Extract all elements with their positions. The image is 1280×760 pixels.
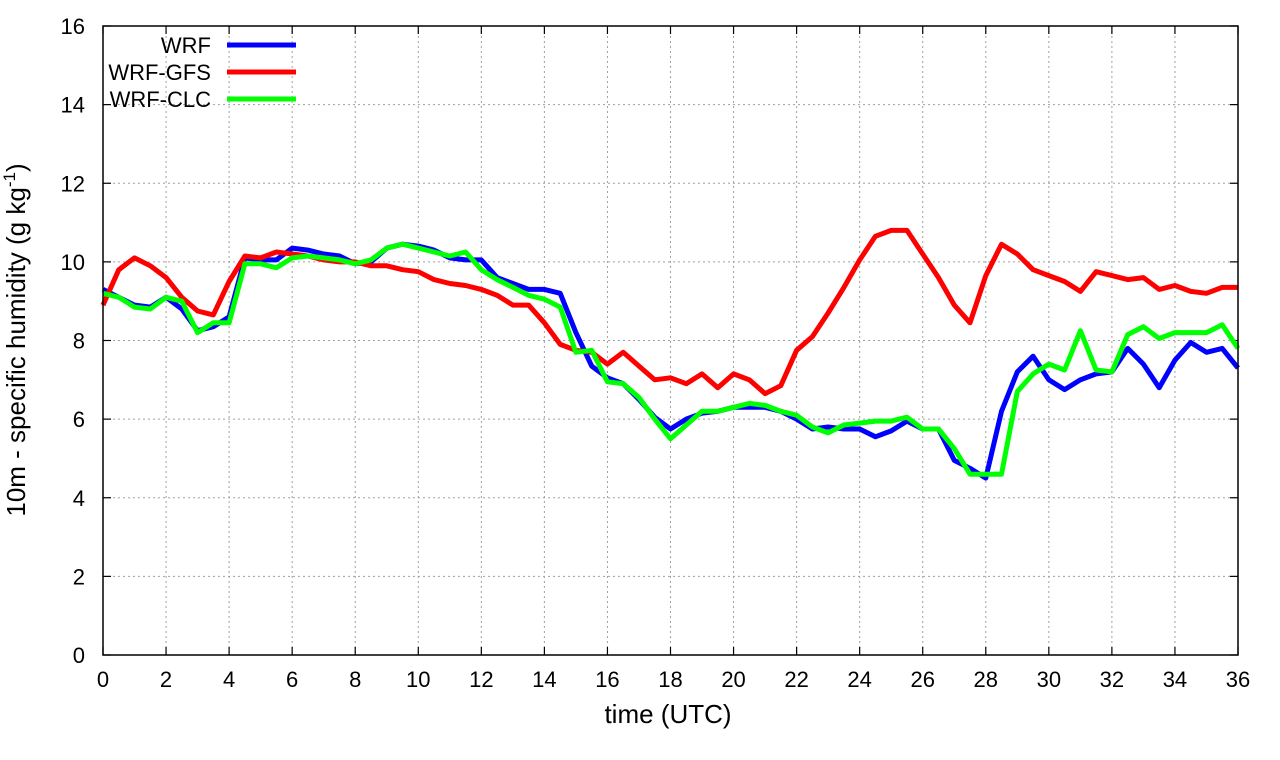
x-tick-label: 2 <box>160 667 172 692</box>
series-lines <box>100 227 1241 481</box>
x-tick-label: 24 <box>847 667 871 692</box>
x-tick-label: 32 <box>1100 667 1124 692</box>
x-tick-label: 26 <box>910 667 934 692</box>
y-tick-label: 10 <box>61 250 85 275</box>
series-line-wrf-gfs <box>100 227 1238 397</box>
y-axis-title: 10m - specific humidity (g kg-1) <box>0 163 31 516</box>
x-tick-label: 10 <box>406 667 430 692</box>
x-axis-title: time (UTC) <box>604 699 731 729</box>
x-tick-label: 8 <box>349 667 361 692</box>
x-tick-label: 22 <box>784 667 808 692</box>
x-tick-label: 36 <box>1226 667 1250 692</box>
legend-label-wrf-gfs: WRF-GFS <box>108 60 211 85</box>
series-line-wrf-clc <box>102 241 1241 477</box>
x-tick-label: 6 <box>286 667 298 692</box>
gridlines <box>103 26 1238 655</box>
x-tick-label: 28 <box>974 667 998 692</box>
x-tick-label: 18 <box>658 667 682 692</box>
x-tick-label: 0 <box>97 667 109 692</box>
y-tick-label: 2 <box>73 564 85 589</box>
plot-frame <box>102 25 1239 656</box>
y-tick-labels: 0 2 4 6 8 10 12 14 16 <box>61 14 85 668</box>
x-tick-labels: 0 2 4 6 8 10 12 14 16 18 20 22 24 26 28 30 32 34 36 <box>97 667 1250 692</box>
x-tick-label: 30 <box>1037 667 1061 692</box>
legend-label-wrf-clc: WRF-CLC <box>110 87 212 112</box>
legend-label-wrf: WRF <box>161 33 211 58</box>
x-tick-label: 14 <box>532 667 556 692</box>
y-axis-title-main: 10m - specific humidity (g kg <box>1 187 31 516</box>
y-tick-label: 8 <box>73 329 85 354</box>
x-tick-label: 20 <box>721 667 745 692</box>
y-tick-label: 6 <box>73 407 85 432</box>
y-tick-label: 0 <box>73 643 85 668</box>
y-axis-title-superscript: -1 <box>0 172 19 187</box>
y-tick-label: 12 <box>61 171 85 196</box>
x-tick-label: 4 <box>223 667 235 692</box>
y-tick-label: 14 <box>61 93 85 118</box>
x-tick-label: 16 <box>595 667 619 692</box>
y-tick-label: 16 <box>61 14 85 39</box>
series-line-wrf <box>101 241 1240 481</box>
x-tick-label: 12 <box>469 667 493 692</box>
y-tick-label: 4 <box>73 486 85 511</box>
x-tick-label: 34 <box>1163 667 1187 692</box>
y-axis-title-end: ) <box>1 163 31 172</box>
